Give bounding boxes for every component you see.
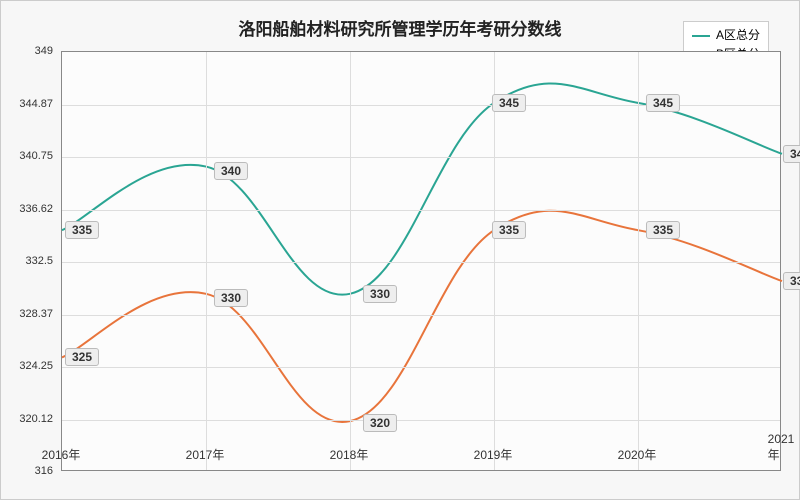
data-label: 331 bbox=[783, 272, 800, 290]
series-line bbox=[62, 83, 782, 294]
legend-item-a: A区总分 bbox=[692, 26, 760, 45]
data-label: 345 bbox=[646, 94, 680, 112]
y-tick-label: 340.75 bbox=[19, 150, 53, 162]
data-label: 325 bbox=[65, 348, 99, 366]
gridline-h bbox=[62, 367, 780, 368]
gridline-v bbox=[206, 52, 207, 470]
x-tick-label: 2017年 bbox=[186, 446, 225, 463]
x-tick-label: 2018年 bbox=[330, 446, 369, 463]
data-label: 335 bbox=[65, 221, 99, 239]
gridline-h bbox=[62, 210, 780, 211]
legend-label-a: A区总分 bbox=[716, 26, 760, 45]
x-tick-label: 2016年 bbox=[42, 446, 81, 463]
chart-container: 洛阳船舶材料研究所管理学历年考研分数线 A区总分 B区总分 316320.123… bbox=[0, 0, 800, 500]
gridline-h bbox=[62, 315, 780, 316]
x-tick-label: 2019年 bbox=[474, 446, 513, 463]
gridline-v bbox=[494, 52, 495, 470]
data-label: 335 bbox=[646, 221, 680, 239]
gridline-h bbox=[62, 420, 780, 421]
gridline-h bbox=[62, 157, 780, 158]
series-line bbox=[62, 211, 782, 422]
y-axis-labels: 316320.12324.25328.37332.5336.62340.7534… bbox=[1, 51, 57, 471]
x-tick-label: 2020年 bbox=[618, 446, 657, 463]
gridline-h bbox=[62, 262, 780, 263]
y-tick-label: 332.5 bbox=[25, 255, 53, 267]
chart-title: 洛阳船舶材料研究所管理学历年考研分数线 bbox=[1, 15, 799, 40]
data-label: 335 bbox=[492, 221, 526, 239]
data-label: 340 bbox=[214, 162, 248, 180]
y-tick-label: 336.62 bbox=[19, 203, 53, 215]
y-tick-label: 328.37 bbox=[19, 308, 53, 320]
y-tick-label: 316 bbox=[35, 465, 53, 477]
x-tick-label: 2021年 bbox=[768, 432, 795, 463]
y-tick-label: 320.12 bbox=[19, 413, 53, 425]
data-label: 330 bbox=[363, 285, 397, 303]
data-label: 341 bbox=[783, 145, 800, 163]
gridline-v bbox=[350, 52, 351, 470]
data-label: 345 bbox=[492, 94, 526, 112]
y-tick-label: 344.87 bbox=[19, 98, 53, 110]
y-tick-label: 349 bbox=[35, 45, 53, 57]
data-label: 320 bbox=[363, 414, 397, 432]
plot-area: 335340330345345341325330320335335331 bbox=[61, 51, 781, 471]
legend-swatch-a bbox=[692, 35, 710, 37]
chart-svg bbox=[62, 52, 780, 470]
y-tick-label: 324.25 bbox=[19, 360, 53, 372]
data-label: 330 bbox=[214, 289, 248, 307]
gridline-v bbox=[638, 52, 639, 470]
